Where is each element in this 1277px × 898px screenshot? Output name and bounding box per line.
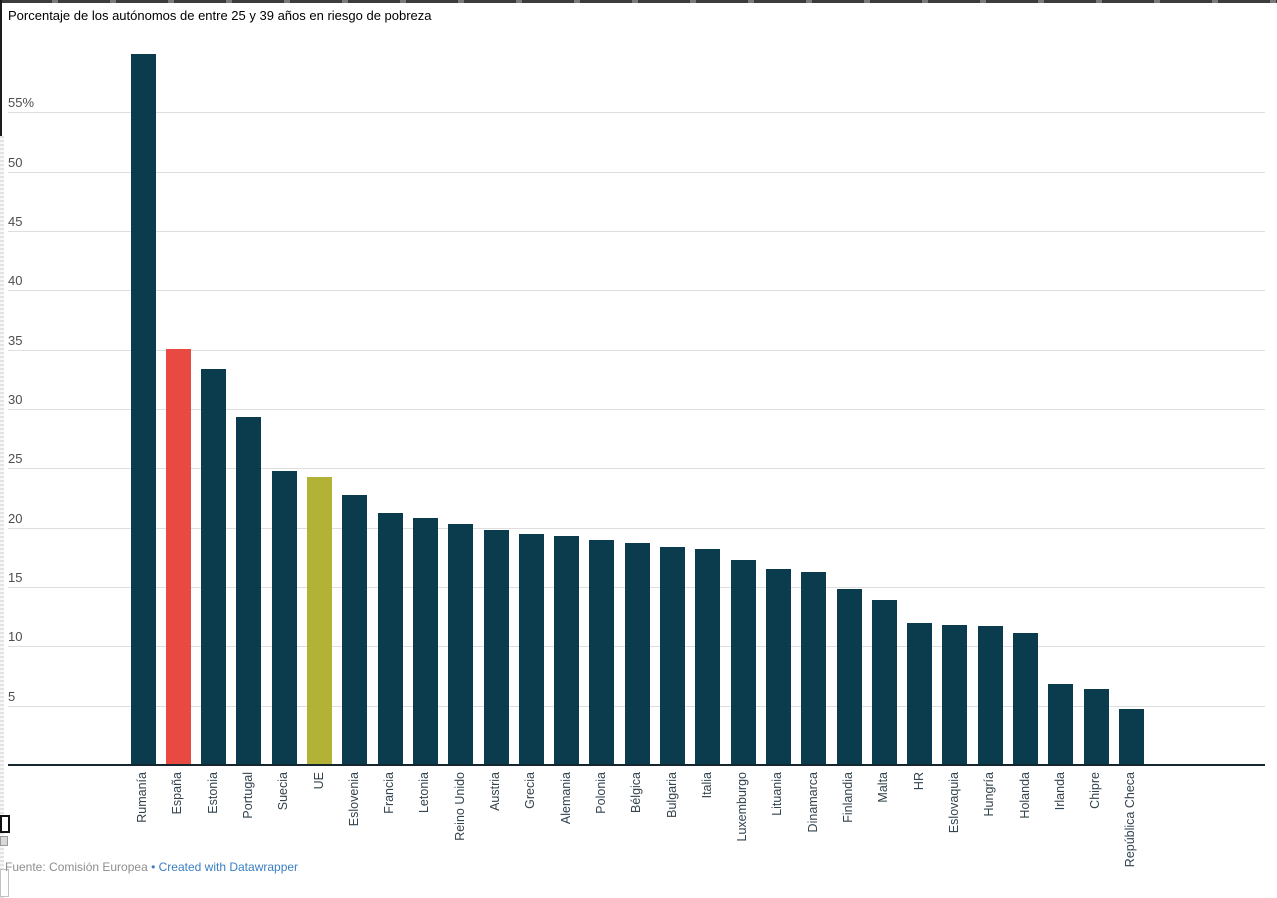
x-axis-label-estonia: Estonia — [205, 772, 220, 814]
bar-alemania[interactable] — [554, 536, 580, 765]
bar-suecia[interactable] — [271, 470, 297, 765]
x-axis-label-eslovaquia: Eslovaquia — [946, 772, 961, 834]
y-axis-tick-label: 50 — [8, 154, 23, 170]
bar-hungría[interactable] — [977, 626, 1003, 765]
y-axis-tick-label: 25 — [8, 451, 23, 467]
x-axis-label-bulgaria: Bulgaria — [664, 772, 679, 818]
x-axis-label-malta: Malta — [876, 772, 891, 803]
x-axis-label-portugal: Portugal — [240, 772, 255, 819]
y-axis-tick-label: 30 — [8, 392, 23, 407]
x-axis-label-república-checa: República Checa — [1123, 772, 1138, 868]
x-axis-label-luxemburgo: Luxemburgo — [735, 772, 750, 842]
bar-reino-unido[interactable] — [448, 524, 474, 765]
bar-dinamarca[interactable] — [801, 571, 827, 765]
bar-irlanda[interactable] — [1048, 684, 1074, 765]
gridline-25 — [8, 468, 1265, 470]
page-left-edge-line — [0, 0, 2, 136]
bar-polonia[interactable] — [589, 539, 615, 765]
page-edge-artifact — [0, 869, 9, 897]
bar-rumanía[interactable] — [130, 54, 156, 765]
x-axis-label-letonia: Letonia — [417, 772, 432, 814]
bar-malta[interactable] — [871, 600, 897, 765]
chart-title: Porcentaje de los autónomos de entre 25 … — [8, 8, 432, 23]
x-axis-label-ue: UE — [311, 772, 326, 790]
y-axis-tick-label: 15 — [8, 570, 23, 585]
chart-footer: Fuente: Comisión Europea • Created with … — [5, 860, 298, 874]
page-edge-artifact — [0, 815, 10, 833]
datawrapper-credit-link[interactable]: Created with Datawrapper — [158, 860, 299, 874]
y-axis-tick-label: 55% — [8, 95, 35, 111]
bar-hr[interactable] — [907, 622, 933, 765]
gridline-35 — [8, 349, 1265, 351]
y-axis-tick-label: 5 — [8, 688, 16, 704]
x-axis-label-eslovenia: Eslovenia — [346, 772, 361, 827]
page-top-edge-line — [0, 0, 1277, 3]
x-axis-label-españa: España — [170, 772, 185, 815]
x-axis-label-polonia: Polonia — [593, 772, 608, 814]
x-axis-label-hr: HR — [911, 772, 926, 791]
y-axis-tick-label: 10 — [8, 629, 23, 645]
x-axis-label-chipre: Chipre — [1088, 772, 1103, 809]
gridline-20 — [8, 527, 1265, 529]
x-axis-label-lituania: Lituania — [770, 772, 785, 816]
bar-república-checa[interactable] — [1118, 709, 1144, 765]
bar-luxemburgo[interactable] — [730, 559, 756, 765]
x-axis-label-italia: Italia — [699, 772, 714, 799]
bar-españa[interactable] — [165, 348, 191, 765]
x-axis-label-holanda: Holanda — [1017, 772, 1032, 819]
bar-letonia[interactable] — [412, 518, 438, 765]
bar-ue[interactable] — [307, 476, 332, 765]
x-axis-label-grecia: Grecia — [523, 772, 538, 809]
bar-finlandia[interactable] — [836, 589, 862, 765]
bar-eslovaquia[interactable] — [942, 625, 968, 765]
bar-portugal[interactable] — [236, 417, 262, 765]
bar-holanda[interactable] — [1013, 633, 1038, 765]
bar-estonia[interactable] — [201, 368, 227, 765]
bar-grecia[interactable] — [518, 533, 544, 765]
x-axis-label-austria: Austria — [488, 772, 502, 811]
gridline-40 — [8, 290, 1265, 292]
bar-lituania[interactable] — [765, 569, 791, 765]
x-axis-label-finlandia: Finlandia — [841, 772, 855, 823]
x-axis-label-hungría: Hungría — [982, 772, 997, 817]
bar-bélgica[interactable] — [624, 543, 650, 765]
x-axis-label-reino-unido: Reino Unido — [452, 772, 467, 841]
x-axis-label-irlanda: Irlanda — [1052, 772, 1067, 811]
x-axis-label-bélgica: Bélgica — [629, 772, 644, 813]
y-axis-tick-label: 40 — [8, 273, 23, 289]
gridline-30 — [8, 409, 1265, 410]
x-axis-label-francia: Francia — [382, 772, 397, 814]
gridline-45 — [8, 231, 1265, 232]
y-axis-tick-label: 35 — [8, 332, 23, 348]
page-edge-artifact — [0, 836, 8, 846]
source-text: Fuente: Comisión Europea — [5, 860, 148, 874]
x-axis-label-suecia: Suecia — [276, 772, 291, 811]
x-axis-label-alemania: Alemania — [558, 772, 573, 825]
bar-bulgaria[interactable] — [660, 546, 685, 765]
bar-italia[interactable] — [695, 549, 721, 765]
page-left-scroll-track[interactable] — [0, 136, 4, 898]
x-axis-label-rumanía: Rumanía — [135, 772, 149, 823]
bar-austria[interactable] — [483, 530, 509, 765]
bar-francia[interactable] — [377, 513, 403, 765]
gridline-55 — [8, 112, 1265, 114]
y-axis-tick-label: 45 — [8, 214, 23, 229]
x-axis-label-dinamarca: Dinamarca — [805, 772, 820, 833]
footer-bullet: • — [151, 860, 156, 874]
y-axis-tick-label: 20 — [8, 510, 23, 526]
bar-eslovenia[interactable] — [342, 494, 368, 765]
bar-chipre[interactable] — [1083, 689, 1109, 765]
gridline-50 — [8, 171, 1265, 173]
x-axis-baseline — [8, 764, 1265, 766]
